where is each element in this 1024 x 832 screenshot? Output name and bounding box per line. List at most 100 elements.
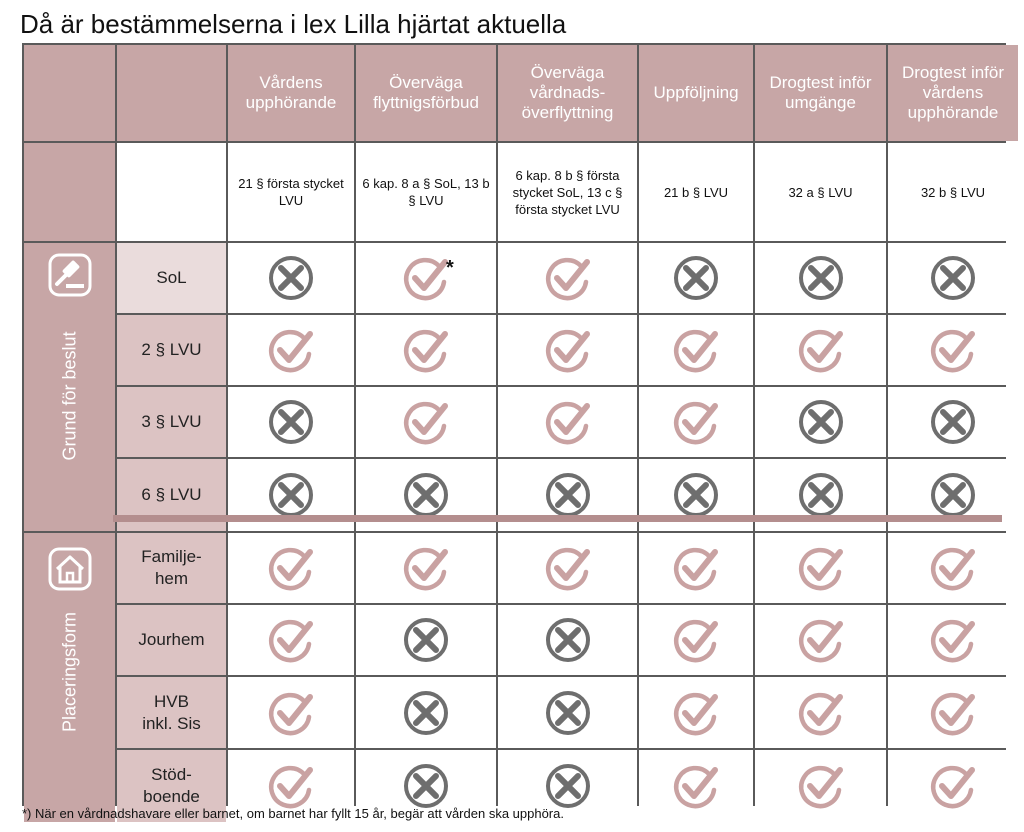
corner-cell xyxy=(117,45,226,141)
cross-icon xyxy=(404,618,448,662)
value-cell xyxy=(888,750,1018,822)
cross-icon xyxy=(404,473,448,517)
cross-icon xyxy=(545,690,590,735)
check-icon xyxy=(268,692,313,735)
value-cell xyxy=(639,533,753,603)
check-icon xyxy=(673,692,718,735)
value-cell: * xyxy=(356,243,496,313)
law-row-label xyxy=(117,143,226,241)
check-icon xyxy=(403,401,448,445)
value-cell xyxy=(888,533,1018,603)
check-icon xyxy=(673,765,718,809)
gavel-icon-box xyxy=(48,253,92,297)
value-cell xyxy=(228,315,354,385)
check-icon xyxy=(930,765,975,809)
value-cell xyxy=(888,387,1018,457)
value-cell xyxy=(639,750,753,822)
check-icon xyxy=(673,547,718,591)
row-label: Jourhem xyxy=(117,605,226,675)
rules-table: Vårdens upphörande Överväga flyttnigsförb… xyxy=(22,43,1018,822)
value-cell xyxy=(639,243,753,313)
value-cell xyxy=(888,605,1018,675)
value-cell xyxy=(498,677,637,748)
gavel-icon xyxy=(48,253,91,297)
group-side-placement: Placeringsform xyxy=(24,533,115,822)
row-label: Familje- hem xyxy=(117,533,226,603)
group-label: Grund för beslut xyxy=(59,331,79,461)
row-label: HVB inkl. Sis xyxy=(117,677,226,748)
value-cell xyxy=(639,315,753,385)
value-cell xyxy=(888,677,1018,748)
value-cell xyxy=(639,387,753,457)
law-reference: 6 kap. 8 b § första stycket SoL, 13 c § … xyxy=(498,143,637,241)
law-reference: 21 § första stycket LVU xyxy=(228,143,354,241)
value-cell xyxy=(755,315,886,385)
law-reference: 21 b § LVU xyxy=(639,143,753,241)
value-cell xyxy=(498,533,637,603)
column-header: Överväga flyttnigsförbud xyxy=(356,45,496,141)
check-icon xyxy=(798,619,843,663)
cross-icon xyxy=(545,764,590,808)
group-divider xyxy=(113,515,1002,522)
check-icon xyxy=(673,401,718,445)
value-cell xyxy=(356,387,496,457)
cross-icon xyxy=(674,473,718,517)
house-icon-box xyxy=(48,547,92,591)
value-cell xyxy=(755,387,886,457)
value-cell xyxy=(228,243,354,313)
check-icon xyxy=(930,619,975,663)
column-header: Överväga vårdnads-överflyttning xyxy=(498,45,637,141)
column-header: Vårdens upphörande xyxy=(228,45,354,141)
check-icon xyxy=(545,401,590,445)
check-icon xyxy=(798,547,843,591)
cross-icon xyxy=(545,473,590,517)
value-cell xyxy=(228,605,354,675)
cross-icon xyxy=(931,473,975,517)
check-icon xyxy=(545,547,590,591)
cross-icon xyxy=(269,256,313,300)
value-cell xyxy=(755,677,886,748)
check-icon xyxy=(403,257,448,301)
value-cell xyxy=(356,677,496,748)
group-side-basis: Grund för beslut xyxy=(24,243,115,531)
cross-icon xyxy=(404,690,448,735)
value-cell xyxy=(639,677,753,748)
value-cell xyxy=(755,605,886,675)
check-icon xyxy=(930,547,975,591)
value-cell xyxy=(888,315,1018,385)
cross-icon xyxy=(798,473,843,517)
law-row-side xyxy=(24,143,115,241)
check-icon xyxy=(545,257,590,301)
value-cell xyxy=(356,605,496,675)
check-icon xyxy=(268,619,313,663)
check-icon xyxy=(930,329,975,373)
value-cell xyxy=(755,533,886,603)
cross-icon xyxy=(269,400,313,444)
cross-icon xyxy=(404,764,448,808)
value-cell xyxy=(755,243,886,313)
row-label: 2 § LVU xyxy=(117,315,226,385)
cross-icon xyxy=(931,256,975,300)
law-reference: 32 a § LVU xyxy=(755,143,886,241)
value-cell xyxy=(356,750,496,822)
check-icon xyxy=(545,329,590,373)
cross-icon xyxy=(545,618,590,662)
cross-icon xyxy=(798,256,843,300)
value-cell xyxy=(228,533,354,603)
value-cell xyxy=(498,315,637,385)
column-header: Uppföljning xyxy=(639,45,753,141)
check-icon xyxy=(930,692,975,735)
row-label: 3 § LVU xyxy=(117,387,226,457)
value-cell xyxy=(356,533,496,603)
check-icon xyxy=(798,329,843,373)
check-icon xyxy=(268,547,313,591)
check-icon xyxy=(403,329,448,373)
value-cell xyxy=(498,605,637,675)
column-header: Drogtest inför umgänge xyxy=(755,45,886,141)
cross-icon xyxy=(269,473,313,517)
check-icon xyxy=(798,692,843,735)
value-cell xyxy=(755,750,886,822)
house-icon xyxy=(48,547,91,591)
row-label: Stöd- boende xyxy=(117,750,226,822)
cross-icon xyxy=(674,256,718,300)
